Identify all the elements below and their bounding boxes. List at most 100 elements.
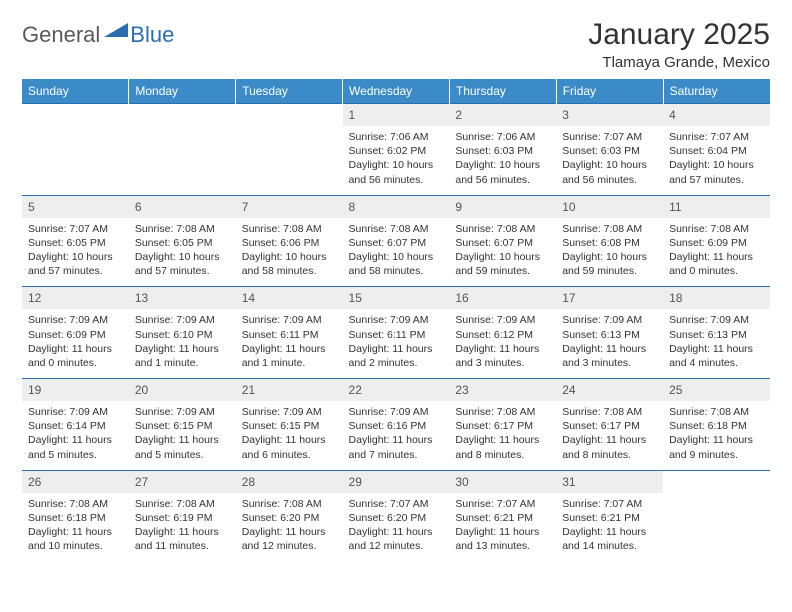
day-number: 26 xyxy=(22,471,129,493)
day-number: 23 xyxy=(449,379,556,401)
day-number: 29 xyxy=(343,471,450,493)
sunrise-text: Sunrise: 7:06 AM xyxy=(349,130,444,144)
day-cell: 20Sunrise: 7:09 AMSunset: 6:15 PMDayligh… xyxy=(129,379,236,471)
sunset-text: Sunset: 6:16 PM xyxy=(349,419,444,433)
day-cell: 18Sunrise: 7:09 AMSunset: 6:13 PMDayligh… xyxy=(663,287,770,379)
daylight-text: Daylight: 10 hours and 57 minutes. xyxy=(28,250,123,278)
day-details: Sunrise: 7:08 AMSunset: 6:18 PMDaylight:… xyxy=(22,493,129,562)
day-number: 20 xyxy=(129,379,236,401)
daylight-text: Daylight: 11 hours and 0 minutes. xyxy=(669,250,764,278)
day-cell: 10Sunrise: 7:08 AMSunset: 6:08 PMDayligh… xyxy=(556,195,663,287)
day-number: 28 xyxy=(236,471,343,493)
sunset-text: Sunset: 6:18 PM xyxy=(28,511,123,525)
day-cell xyxy=(22,104,129,196)
day-details: Sunrise: 7:09 AMSunset: 6:12 PMDaylight:… xyxy=(449,309,556,378)
daylight-text: Daylight: 11 hours and 0 minutes. xyxy=(28,342,123,370)
day-number: 9 xyxy=(449,196,556,218)
day-number: 21 xyxy=(236,379,343,401)
logo: General Blue xyxy=(22,22,174,48)
day-cell: 14Sunrise: 7:09 AMSunset: 6:11 PMDayligh… xyxy=(236,287,343,379)
day-details: Sunrise: 7:08 AMSunset: 6:20 PMDaylight:… xyxy=(236,493,343,562)
sunrise-text: Sunrise: 7:09 AM xyxy=(28,313,123,327)
day-cell: 25Sunrise: 7:08 AMSunset: 6:18 PMDayligh… xyxy=(663,379,770,471)
daylight-text: Daylight: 10 hours and 56 minutes. xyxy=(562,158,657,186)
day-cell: 24Sunrise: 7:08 AMSunset: 6:17 PMDayligh… xyxy=(556,379,663,471)
daylight-text: Daylight: 11 hours and 12 minutes. xyxy=(349,525,444,553)
day-cell: 13Sunrise: 7:09 AMSunset: 6:10 PMDayligh… xyxy=(129,287,236,379)
day-cell: 7Sunrise: 7:08 AMSunset: 6:06 PMDaylight… xyxy=(236,195,343,287)
day-details: Sunrise: 7:09 AMSunset: 6:11 PMDaylight:… xyxy=(236,309,343,378)
sunset-text: Sunset: 6:10 PM xyxy=(135,328,230,342)
sunrise-text: Sunrise: 7:07 AM xyxy=(562,497,657,511)
daylight-text: Daylight: 11 hours and 10 minutes. xyxy=(28,525,123,553)
sunset-text: Sunset: 6:03 PM xyxy=(562,144,657,158)
daylight-text: Daylight: 10 hours and 56 minutes. xyxy=(349,158,444,186)
sunset-text: Sunset: 6:18 PM xyxy=(669,419,764,433)
day-cell: 21Sunrise: 7:09 AMSunset: 6:15 PMDayligh… xyxy=(236,379,343,471)
day-details: Sunrise: 7:09 AMSunset: 6:10 PMDaylight:… xyxy=(129,309,236,378)
sunrise-text: Sunrise: 7:09 AM xyxy=(242,313,337,327)
sunset-text: Sunset: 6:06 PM xyxy=(242,236,337,250)
calendar-table: Sunday Monday Tuesday Wednesday Thursday… xyxy=(22,79,770,561)
daylight-text: Daylight: 11 hours and 5 minutes. xyxy=(135,433,230,461)
daylight-text: Daylight: 11 hours and 8 minutes. xyxy=(455,433,550,461)
day-details: Sunrise: 7:09 AMSunset: 6:16 PMDaylight:… xyxy=(343,401,450,470)
daylight-text: Daylight: 10 hours and 58 minutes. xyxy=(349,250,444,278)
sunset-text: Sunset: 6:03 PM xyxy=(455,144,550,158)
sunset-text: Sunset: 6:09 PM xyxy=(669,236,764,250)
daylight-text: Daylight: 10 hours and 57 minutes. xyxy=(135,250,230,278)
daylight-text: Daylight: 11 hours and 14 minutes. xyxy=(562,525,657,553)
sunrise-text: Sunrise: 7:08 AM xyxy=(669,405,764,419)
sunrise-text: Sunrise: 7:08 AM xyxy=(349,222,444,236)
sunrise-text: Sunrise: 7:08 AM xyxy=(135,497,230,511)
day-cell: 28Sunrise: 7:08 AMSunset: 6:20 PMDayligh… xyxy=(236,470,343,561)
sunrise-text: Sunrise: 7:09 AM xyxy=(562,313,657,327)
day-details: Sunrise: 7:09 AMSunset: 6:14 PMDaylight:… xyxy=(22,401,129,470)
day-details: Sunrise: 7:09 AMSunset: 6:15 PMDaylight:… xyxy=(236,401,343,470)
logo-triangle-icon xyxy=(104,21,128,44)
day-cell: 31Sunrise: 7:07 AMSunset: 6:21 PMDayligh… xyxy=(556,470,663,561)
day-number: 22 xyxy=(343,379,450,401)
day-header-sunday: Sunday xyxy=(22,79,129,104)
day-number: 7 xyxy=(236,196,343,218)
daylight-text: Daylight: 11 hours and 1 minute. xyxy=(135,342,230,370)
sunrise-text: Sunrise: 7:08 AM xyxy=(669,222,764,236)
day-details: Sunrise: 7:08 AMSunset: 6:07 PMDaylight:… xyxy=(343,218,450,287)
day-header-saturday: Saturday xyxy=(663,79,770,104)
sunset-text: Sunset: 6:21 PM xyxy=(455,511,550,525)
day-details: Sunrise: 7:07 AMSunset: 6:20 PMDaylight:… xyxy=(343,493,450,562)
day-number: 6 xyxy=(129,196,236,218)
day-details: Sunrise: 7:08 AMSunset: 6:18 PMDaylight:… xyxy=(663,401,770,470)
sunrise-text: Sunrise: 7:08 AM xyxy=(28,497,123,511)
day-number: 16 xyxy=(449,287,556,309)
sunrise-text: Sunrise: 7:09 AM xyxy=(242,405,337,419)
sunset-text: Sunset: 6:08 PM xyxy=(562,236,657,250)
sunset-text: Sunset: 6:12 PM xyxy=(455,328,550,342)
day-number: 31 xyxy=(556,471,663,493)
day-cell: 16Sunrise: 7:09 AMSunset: 6:12 PMDayligh… xyxy=(449,287,556,379)
day-details: Sunrise: 7:07 AMSunset: 6:03 PMDaylight:… xyxy=(556,126,663,195)
day-details: Sunrise: 7:09 AMSunset: 6:11 PMDaylight:… xyxy=(343,309,450,378)
calendar-body: 1Sunrise: 7:06 AMSunset: 6:02 PMDaylight… xyxy=(22,104,770,562)
day-cell: 17Sunrise: 7:09 AMSunset: 6:13 PMDayligh… xyxy=(556,287,663,379)
location-text: Tlamaya Grande, Mexico xyxy=(588,54,770,71)
day-number: 13 xyxy=(129,287,236,309)
sunrise-text: Sunrise: 7:08 AM xyxy=(135,222,230,236)
day-details: Sunrise: 7:08 AMSunset: 6:08 PMDaylight:… xyxy=(556,218,663,287)
day-details: Sunrise: 7:07 AMSunset: 6:21 PMDaylight:… xyxy=(556,493,663,562)
day-number: 11 xyxy=(663,196,770,218)
sunrise-text: Sunrise: 7:09 AM xyxy=(135,405,230,419)
week-row: 26Sunrise: 7:08 AMSunset: 6:18 PMDayligh… xyxy=(22,470,770,561)
sunrise-text: Sunrise: 7:06 AM xyxy=(455,130,550,144)
sunset-text: Sunset: 6:19 PM xyxy=(135,511,230,525)
sunrise-text: Sunrise: 7:07 AM xyxy=(562,130,657,144)
sunset-text: Sunset: 6:05 PM xyxy=(28,236,123,250)
sunset-text: Sunset: 6:20 PM xyxy=(349,511,444,525)
sunset-text: Sunset: 6:04 PM xyxy=(669,144,764,158)
day-details: Sunrise: 7:08 AMSunset: 6:17 PMDaylight:… xyxy=(449,401,556,470)
sunset-text: Sunset: 6:17 PM xyxy=(562,419,657,433)
sunrise-text: Sunrise: 7:08 AM xyxy=(562,405,657,419)
day-cell: 8Sunrise: 7:08 AMSunset: 6:07 PMDaylight… xyxy=(343,195,450,287)
day-cell: 19Sunrise: 7:09 AMSunset: 6:14 PMDayligh… xyxy=(22,379,129,471)
day-cell xyxy=(129,104,236,196)
